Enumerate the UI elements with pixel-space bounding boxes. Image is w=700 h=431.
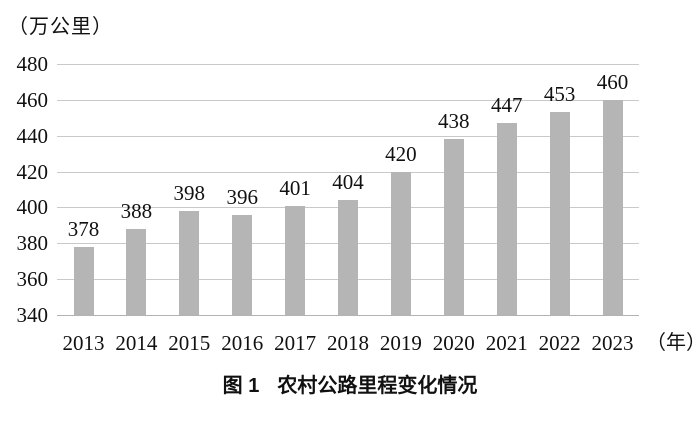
x-axis-unit-label: （年） <box>646 332 700 354</box>
y-tick-label: 340 <box>16 303 49 327</box>
y-tick-label: 420 <box>16 159 49 184</box>
x-tick-label-2015: 2015 <box>168 331 211 355</box>
value-label-2013: 378 <box>67 216 100 241</box>
y-tick-label: 400 <box>16 195 49 220</box>
bar-2019 <box>390 171 411 315</box>
x-axis-baseline <box>57 315 639 316</box>
x-tick-label-2014: 2014 <box>115 331 158 355</box>
value-label-2015: 398 <box>173 181 206 205</box>
bar-2015 <box>179 211 200 315</box>
value-label-2021: 447 <box>490 93 523 118</box>
value-label-2019: 420 <box>385 141 417 166</box>
gridline <box>57 135 639 137</box>
y-axis-unit-label: （万公里） <box>8 16 113 38</box>
gridline <box>57 171 639 173</box>
bar-2020 <box>443 139 464 315</box>
gridline <box>57 99 639 101</box>
value-label-2016: 396 <box>226 184 258 209</box>
plot-area: 378 388 398 396 401 404 420 438 447 453 460 <box>57 64 639 316</box>
bar-2014 <box>126 228 147 315</box>
bar-2013 <box>73 246 94 315</box>
bar-2017 <box>285 205 306 315</box>
bar-2022 <box>549 112 570 315</box>
value-label-2020: 438 <box>438 109 470 134</box>
bar-2021 <box>496 123 517 315</box>
value-label-2023: 460 <box>596 69 629 94</box>
x-tick-label-2021: 2021 <box>485 331 528 355</box>
value-label-2018: 404 <box>332 170 364 195</box>
x-tick-label-2022: 2022 <box>538 331 581 355</box>
y-tick-label: 380 <box>16 231 49 256</box>
x-tick-label-2016: 2016 <box>221 331 264 355</box>
figure-caption-text: 农村公路里程变化情况 <box>277 375 478 397</box>
y-tick-label: 440 <box>16 123 49 148</box>
figure-caption-number: 图 1 <box>222 375 260 397</box>
bar-2023 <box>602 99 623 315</box>
x-tick-label-2019: 2019 <box>379 331 422 355</box>
y-tick-label: 360 <box>16 267 49 292</box>
x-tick-label-2013: 2013 <box>62 331 105 355</box>
value-label-2017: 401 <box>279 175 311 200</box>
bar-2018 <box>338 200 358 315</box>
y-tick-label: 480 <box>16 52 49 76</box>
x-tick-label-2020: 2020 <box>432 331 475 355</box>
bar-2016 <box>232 214 253 315</box>
x-tick-label-2018: 2018 <box>327 331 369 355</box>
x-tick-label-2023: 2023 <box>591 331 634 355</box>
value-label-2022: 453 <box>543 82 576 107</box>
y-tick-label: 460 <box>16 87 49 112</box>
x-tick-label-2017: 2017 <box>274 331 317 355</box>
figure-caption: 图 1 农村公路里程变化情况 <box>0 374 700 398</box>
value-label-2014: 388 <box>120 198 153 223</box>
gridline <box>57 64 639 65</box>
